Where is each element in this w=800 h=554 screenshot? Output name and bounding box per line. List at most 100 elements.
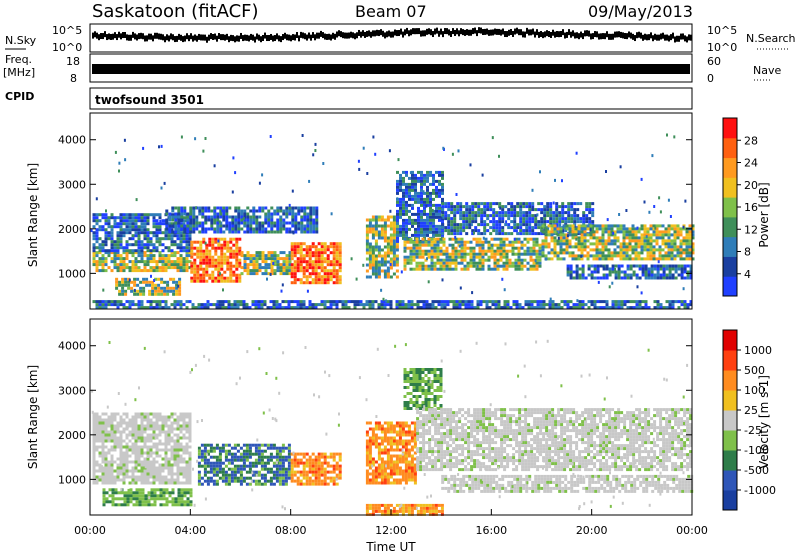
scatter-cell	[487, 258, 491, 262]
scatter-cell	[549, 211, 553, 215]
scatter-cell	[161, 481, 165, 485]
scatter-cell	[305, 248, 309, 252]
nsky-trace-segment	[432, 31, 434, 38]
scatter-cell	[170, 454, 174, 458]
nsky-trace-segment	[508, 29, 510, 36]
scatter-cell	[589, 248, 593, 252]
scatter-cell	[308, 303, 312, 307]
scatter-cell	[258, 209, 262, 213]
scatter-cell	[165, 209, 169, 213]
scatter-cell	[104, 466, 108, 470]
scatter-cell	[546, 220, 550, 224]
scatter-cell	[502, 255, 506, 259]
scatter-cell	[113, 222, 117, 226]
scatter-cell	[383, 239, 387, 243]
scatter-cell	[437, 303, 441, 307]
scatter-cell	[155, 303, 159, 307]
nsky-trace-segment	[216, 35, 218, 42]
scatter-cell	[406, 246, 410, 250]
scatter-cell	[610, 224, 614, 228]
scatter-cell	[435, 206, 438, 210]
scatter-cell	[423, 209, 426, 213]
scatter-cell	[95, 478, 99, 482]
scatter-cell	[155, 269, 159, 273]
scatter-cell	[415, 255, 419, 259]
scatter-cell	[338, 257, 342, 261]
scatter-cell	[555, 214, 559, 218]
scatter-cell	[535, 243, 539, 247]
scatter-cell	[95, 433, 99, 437]
scatter-cell	[329, 272, 333, 276]
scatter-cell	[417, 176, 420, 180]
scatter-cell	[407, 306, 411, 310]
scatter-cell	[531, 232, 535, 236]
nsky-trace-segment	[598, 33, 600, 40]
scatter-cell	[167, 469, 171, 473]
scatter-cell	[496, 264, 500, 268]
scatter-cell	[625, 209, 628, 212]
nsky-trace-segment	[632, 33, 634, 40]
scatter-cell	[261, 221, 265, 225]
scatter-cell	[471, 214, 475, 218]
scatter-cell	[134, 469, 138, 473]
scatter-cell	[95, 427, 99, 431]
scatter-cell	[405, 200, 408, 204]
scatter-cell	[107, 234, 111, 238]
scatter-cell	[541, 248, 545, 252]
scatter-cell	[686, 270, 690, 274]
scatter-cell	[468, 226, 472, 230]
scatter-cell	[453, 232, 457, 236]
scatter-cell	[617, 276, 621, 280]
scatter-cell	[626, 300, 630, 304]
scatter-cell	[501, 226, 505, 230]
scatter-cell	[101, 303, 105, 307]
scatter-cell	[232, 237, 236, 241]
scatter-cell	[207, 209, 211, 213]
scatter-cell	[628, 230, 632, 234]
scatter-cell	[296, 306, 300, 310]
power-panel-frame	[89, 112, 693, 310]
scatter-cell	[466, 246, 470, 250]
scatter-cell	[386, 224, 390, 228]
nsky-trace-segment	[168, 35, 170, 42]
scatter-cell	[146, 216, 150, 220]
scatter-cell	[255, 218, 259, 222]
scatter-cell	[455, 300, 459, 304]
scatter-cell	[131, 427, 135, 431]
scatter-cell	[258, 224, 262, 228]
scatter-cell	[179, 424, 183, 428]
scatter-cell	[371, 266, 375, 270]
scatter-cell	[167, 246, 171, 250]
scatter-cell	[308, 281, 312, 285]
nsky-trace-segment	[484, 28, 486, 35]
scatter-cell	[143, 213, 147, 217]
scatter-cell	[335, 257, 339, 261]
scatter-cell	[154, 283, 158, 287]
nsky-trace-segment	[528, 29, 530, 36]
scatter-cell	[472, 237, 476, 241]
scatter-cell	[576, 202, 580, 206]
scatter-cell	[432, 173, 435, 177]
scatter-cell	[446, 300, 450, 304]
scatter-cell	[255, 269, 259, 273]
scatter-cell	[204, 221, 208, 225]
scatter-cell	[396, 215, 399, 219]
scatter-cell	[589, 233, 593, 237]
scatter-cell	[107, 448, 111, 452]
scatter-cell	[573, 202, 577, 206]
scatter-cell	[503, 303, 507, 307]
scatter-cell	[588, 211, 592, 215]
scatter-cell	[478, 240, 482, 244]
scatter-cell	[226, 258, 230, 262]
nsky-trace-segment	[244, 34, 246, 41]
scatter-cell	[432, 215, 435, 219]
scatter-cell	[158, 439, 162, 443]
scatter-cell	[312, 221, 316, 225]
scatter-cell	[501, 214, 505, 218]
scatter-cell	[468, 214, 472, 218]
scatter-cell	[436, 261, 440, 265]
scatter-cell	[513, 217, 517, 221]
scatter-cell	[611, 306, 615, 310]
scatter-cell	[402, 206, 405, 210]
scatter-cell	[258, 269, 262, 273]
